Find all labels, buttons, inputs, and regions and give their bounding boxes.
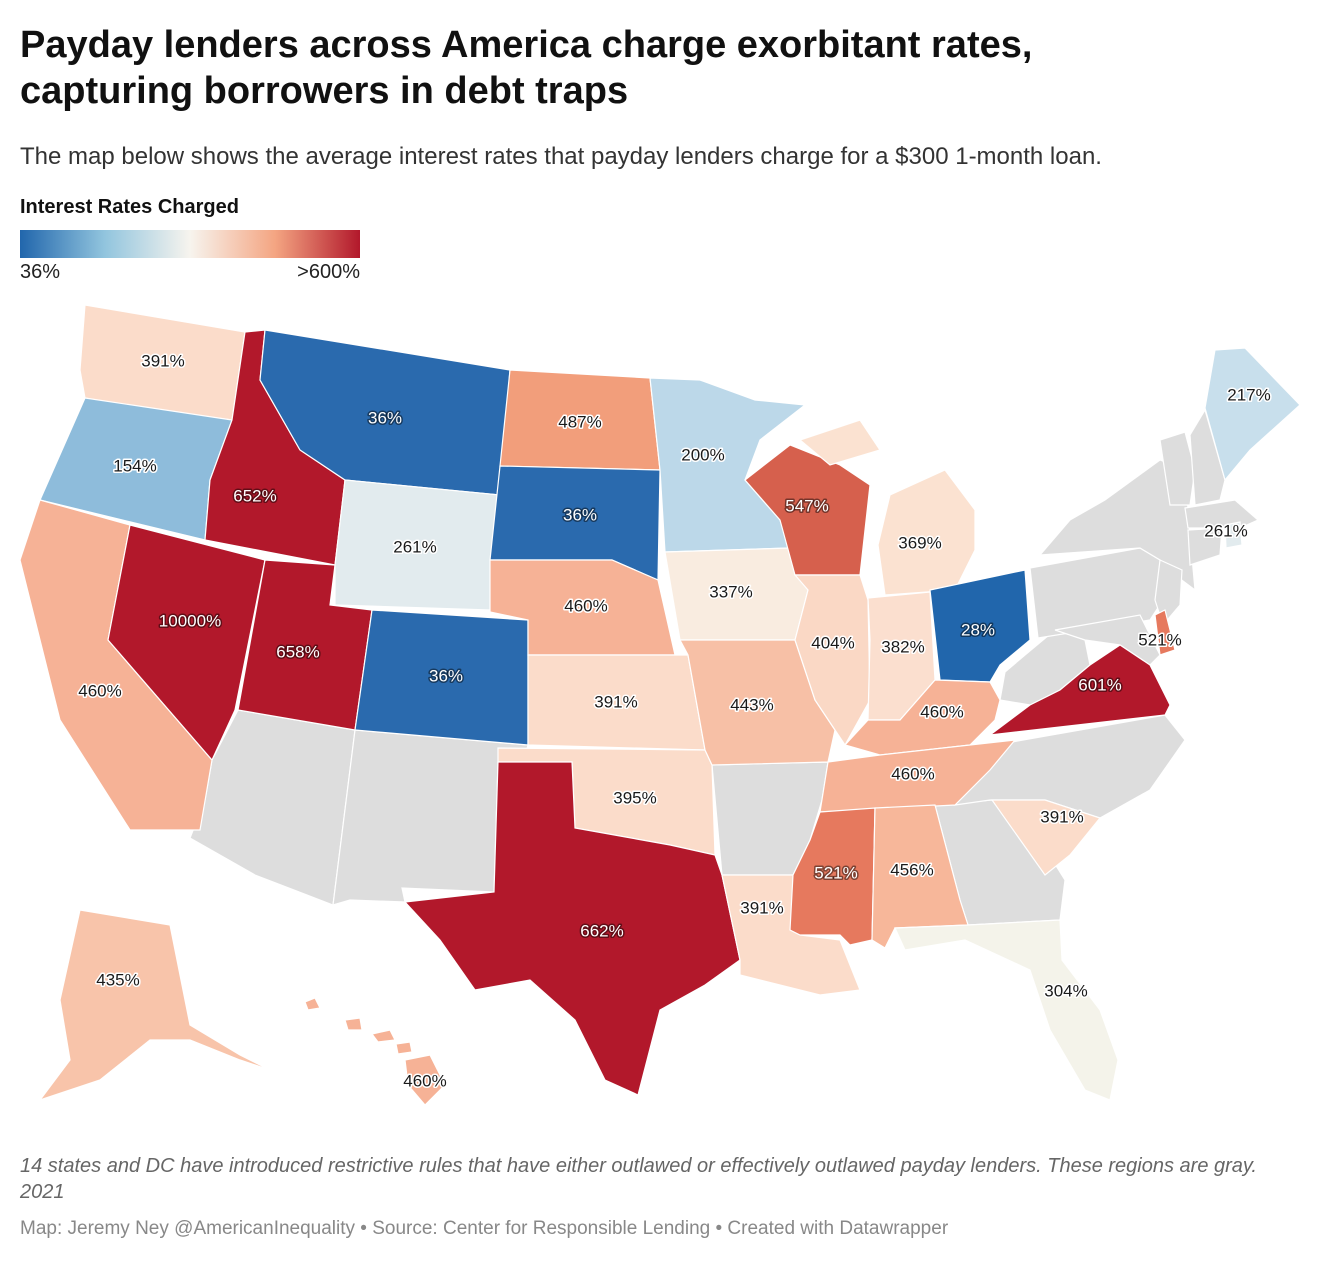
legend-title: Interest Rates Charged xyxy=(20,196,239,218)
state-wi[interactable] xyxy=(744,444,871,576)
state-mi[interactable] xyxy=(798,419,976,596)
state-va[interactable] xyxy=(987,644,1171,736)
label-or: 154% xyxy=(113,456,156,475)
label-la: 391% xyxy=(740,898,783,917)
state-wy[interactable] xyxy=(334,479,501,611)
label-mi: 369% xyxy=(898,533,941,552)
label-co: 36% xyxy=(429,666,463,685)
label-ut: 658% xyxy=(276,642,319,661)
label-ca: 460% xyxy=(78,681,121,700)
label-wi: 547% xyxy=(785,496,828,515)
label-ks: 391% xyxy=(594,692,637,711)
label-mn: 200% xyxy=(681,445,724,464)
label-ia: 337% xyxy=(709,582,752,601)
state-de[interactable] xyxy=(1154,609,1176,656)
state-ma[interactable] xyxy=(1184,499,1260,529)
state-labels: 391% 154% 460% 652% 10000% 658% 36% 261%… xyxy=(77,350,1272,1092)
label-mt: 36% xyxy=(368,408,402,427)
label-ky: 460% xyxy=(920,702,963,721)
legend-min-label: 36% xyxy=(20,261,61,283)
state-nj[interactable] xyxy=(1154,559,1183,627)
legend-max-label: >600% xyxy=(297,261,360,283)
state-fl[interactable] xyxy=(894,919,1119,1101)
label-nd: 487% xyxy=(558,412,601,431)
label-ok: 395% xyxy=(613,788,656,807)
label-me: 217% xyxy=(1227,385,1270,404)
label-ak: 435% xyxy=(96,970,139,989)
label-ri: 261% xyxy=(1204,521,1247,540)
state-ri[interactable] xyxy=(1224,521,1243,549)
label-mo: 443% xyxy=(730,695,773,714)
state-tx[interactable] xyxy=(403,761,741,1096)
state-ct[interactable] xyxy=(1187,527,1223,566)
title-line-2: capturing borrowers in debt traps xyxy=(20,70,629,112)
label-ms: 521% xyxy=(814,863,857,882)
state-nv[interactable] xyxy=(107,524,266,762)
label-sc: 391% xyxy=(1040,807,1083,826)
us-map: 391% 154% 460% 652% 10000% 658% 36% 261%… xyxy=(19,304,1301,1106)
title-line-1: Payday lenders across America charge exo… xyxy=(20,24,1033,66)
label-fl: 304% xyxy=(1044,981,1087,1000)
label-oh: 28% xyxy=(961,620,995,639)
label-tx: 662% xyxy=(580,921,623,940)
footer-credit: Map: Jeremy Ney @AmericanInequality • So… xyxy=(20,1218,949,1239)
label-al: 456% xyxy=(890,860,933,879)
label-tn: 460% xyxy=(891,764,934,783)
state-me[interactable] xyxy=(1204,347,1301,482)
label-in: 382% xyxy=(881,637,924,656)
state-nh[interactable] xyxy=(1189,408,1226,506)
state-ak[interactable] xyxy=(38,909,271,1102)
state-vt[interactable] xyxy=(1159,431,1196,506)
label-wy: 261% xyxy=(393,537,436,556)
state-il[interactable] xyxy=(793,574,871,747)
label-wa: 391% xyxy=(141,351,184,370)
label-ne: 460% xyxy=(564,596,607,615)
colored-states xyxy=(19,304,1301,1106)
label-va: 601% xyxy=(1078,675,1121,694)
legend-color-bar xyxy=(20,230,360,258)
chart-subtitle: The map below shows the average interest… xyxy=(20,143,1102,170)
label-il: 404% xyxy=(811,633,854,652)
label-sd: 36% xyxy=(563,505,597,524)
footer-note: 14 states and DC have introduced restric… xyxy=(20,1155,1257,1203)
label-nv: 10000% xyxy=(159,611,221,630)
label-hi: 460% xyxy=(403,1071,446,1090)
label-de: 521% xyxy=(1138,630,1181,649)
label-id: 652% xyxy=(233,486,276,505)
state-sc[interactable] xyxy=(990,799,1102,876)
chart-title: Payday lenders across America charge exo… xyxy=(20,22,1300,114)
state-hi[interactable] xyxy=(304,997,446,1106)
